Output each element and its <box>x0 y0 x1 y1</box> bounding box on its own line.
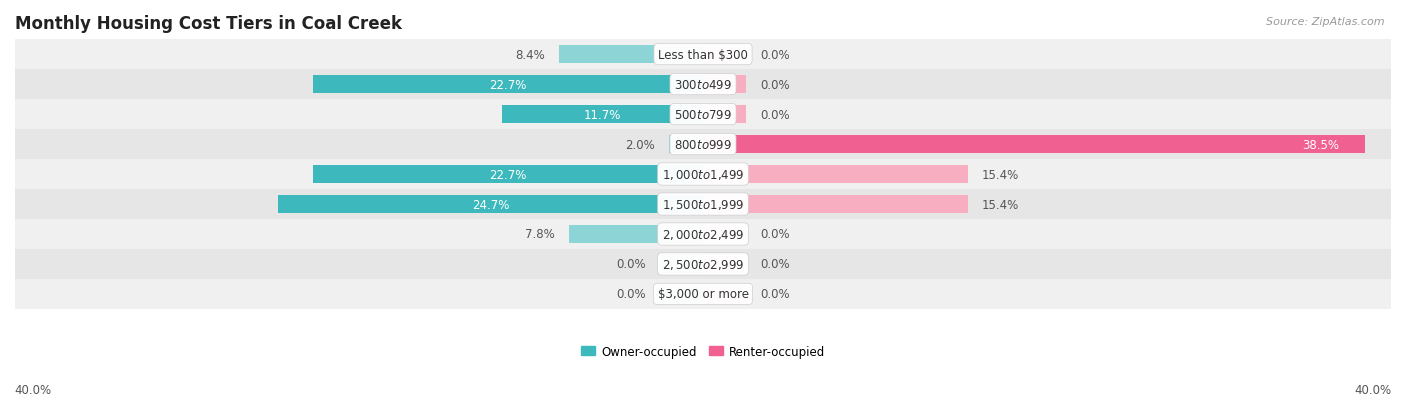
Text: 15.4%: 15.4% <box>981 198 1019 211</box>
Bar <box>558 46 703 64</box>
Text: Less than $300: Less than $300 <box>658 48 748 62</box>
Bar <box>312 76 703 94</box>
Bar <box>15 130 1391 160</box>
Text: $300 to $499: $300 to $499 <box>673 78 733 91</box>
Text: $1,000 to $1,499: $1,000 to $1,499 <box>662 168 744 182</box>
Text: 24.7%: 24.7% <box>472 198 509 211</box>
Bar <box>703 105 747 124</box>
Text: 22.7%: 22.7% <box>489 78 526 91</box>
Text: 15.4%: 15.4% <box>981 168 1019 181</box>
Bar <box>703 225 747 244</box>
Text: 11.7%: 11.7% <box>583 108 621 121</box>
Bar <box>703 46 747 64</box>
Bar <box>312 165 703 184</box>
Bar <box>703 76 747 94</box>
Bar <box>659 285 703 304</box>
Text: 40.0%: 40.0% <box>14 384 51 396</box>
Text: 0.0%: 0.0% <box>759 288 789 301</box>
Text: 0.0%: 0.0% <box>759 108 789 121</box>
Text: $800 to $999: $800 to $999 <box>673 138 733 151</box>
Text: 0.0%: 0.0% <box>617 288 647 301</box>
Bar <box>15 100 1391 130</box>
Text: 38.5%: 38.5% <box>1302 138 1340 151</box>
Text: Source: ZipAtlas.com: Source: ZipAtlas.com <box>1267 17 1385 26</box>
Text: 22.7%: 22.7% <box>489 168 526 181</box>
Bar <box>278 195 703 214</box>
Bar <box>15 219 1391 249</box>
Text: Monthly Housing Cost Tiers in Coal Creek: Monthly Housing Cost Tiers in Coal Creek <box>15 15 402 33</box>
Bar <box>703 165 967 184</box>
Bar <box>703 285 747 304</box>
Bar <box>15 40 1391 70</box>
Text: 0.0%: 0.0% <box>759 228 789 241</box>
Text: 0.0%: 0.0% <box>617 258 647 271</box>
Text: $2,000 to $2,499: $2,000 to $2,499 <box>662 228 744 241</box>
Bar <box>703 195 967 214</box>
Text: $3,000 or more: $3,000 or more <box>658 288 748 301</box>
Text: 2.0%: 2.0% <box>626 138 655 151</box>
Bar <box>15 249 1391 279</box>
Text: $2,500 to $2,999: $2,500 to $2,999 <box>662 257 744 271</box>
Legend: Owner-occupied, Renter-occupied: Owner-occupied, Renter-occupied <box>576 340 830 363</box>
Text: 40.0%: 40.0% <box>1355 384 1392 396</box>
Text: $1,500 to $1,999: $1,500 to $1,999 <box>662 197 744 211</box>
Bar <box>15 279 1391 309</box>
Bar <box>569 225 703 244</box>
Bar <box>15 160 1391 190</box>
Text: $500 to $799: $500 to $799 <box>673 108 733 121</box>
Bar <box>15 190 1391 219</box>
Bar <box>703 135 1365 154</box>
Text: 8.4%: 8.4% <box>515 48 544 62</box>
Text: 0.0%: 0.0% <box>759 258 789 271</box>
Bar <box>659 255 703 273</box>
Bar <box>703 255 747 273</box>
Text: 0.0%: 0.0% <box>759 48 789 62</box>
Bar <box>502 105 703 124</box>
Bar <box>15 70 1391 100</box>
Text: 7.8%: 7.8% <box>526 228 555 241</box>
Bar <box>669 135 703 154</box>
Text: 0.0%: 0.0% <box>759 78 789 91</box>
